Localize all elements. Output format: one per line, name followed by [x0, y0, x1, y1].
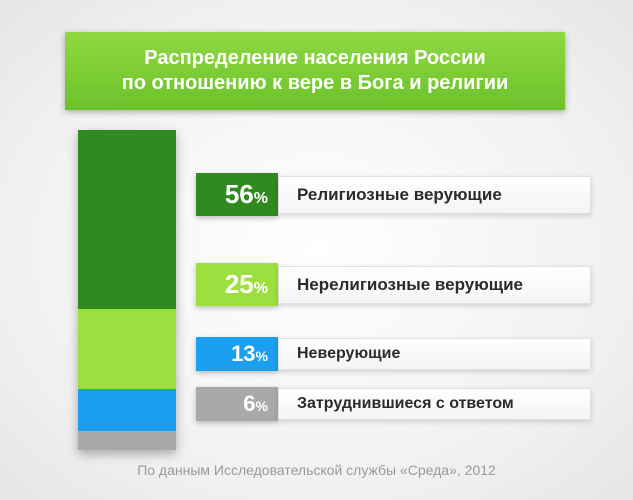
category-label: Религиозные верующие: [278, 176, 591, 214]
percent-sign: %: [256, 348, 268, 364]
category-row: 25%Нерелигиозные верующие: [196, 263, 591, 306]
bar-segment: [78, 130, 176, 309]
percent-badge: 25%: [196, 263, 278, 306]
percent-badge: 6%: [196, 387, 278, 421]
category-label: Затруднившиеся с ответом: [278, 388, 591, 420]
bar-segment: [78, 309, 176, 389]
category-row: 13%Неверующие: [196, 337, 591, 371]
title-line-2: по отношению к вере в Бога и религии: [122, 72, 509, 94]
chart-title: Распределение населения России по отноше…: [65, 32, 565, 110]
percent-value: 13: [231, 341, 255, 366]
bar-segment: [78, 431, 176, 450]
percent-value: 25: [225, 269, 254, 299]
percent-value: 6: [243, 391, 255, 416]
percent-badge: 56%: [196, 173, 278, 216]
category-row: 6%Затруднившиеся с ответом: [196, 387, 591, 421]
percent-badge: 13%: [196, 337, 278, 371]
category-label: Неверующие: [278, 338, 591, 370]
category-label: Нерелигиозные верующие: [278, 266, 591, 304]
percent-sign: %: [254, 190, 268, 207]
category-row: 56%Религиозные верующие: [196, 173, 591, 216]
stacked-bar: [78, 130, 176, 450]
percent-sign: %: [254, 280, 268, 297]
category-rows: 56%Религиозные верующие25%Нерелигиозные …: [196, 130, 591, 450]
bar-segment: [78, 389, 176, 431]
percent-sign: %: [256, 398, 268, 414]
title-line-1: Распределение населения России: [144, 47, 485, 69]
percent-value: 56: [225, 179, 254, 209]
source-text: По данным Исследовательской службы «Сред…: [0, 462, 633, 478]
